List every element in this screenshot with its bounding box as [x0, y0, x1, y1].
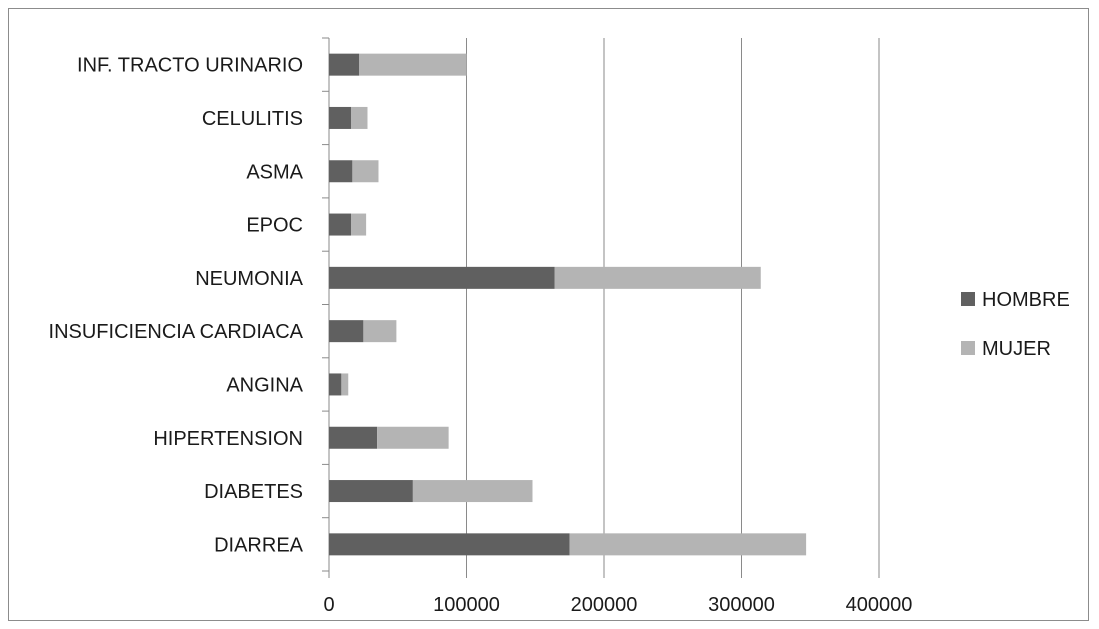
bar-mujer: [351, 213, 367, 236]
x-tick-label: 0: [323, 594, 334, 616]
bar-hombre: [329, 160, 353, 183]
x-tick-label: 100000: [433, 594, 500, 616]
bar-mujer: [412, 480, 533, 503]
bar-hombre: [329, 53, 360, 76]
bar-hombre: [329, 320, 364, 343]
bar-hombre: [329, 480, 413, 503]
bar-mujer: [341, 373, 349, 396]
bar-mujer: [377, 426, 449, 449]
chart-frame: [8, 8, 1089, 621]
category-label: EPOC: [246, 215, 303, 237]
bar-mujer: [554, 266, 761, 289]
bar-hombre: [329, 213, 351, 236]
x-tick-label: 200000: [571, 594, 638, 616]
bar-hombre: [329, 533, 570, 556]
x-tick-label: 300000: [708, 594, 775, 616]
legend-swatch-mujer: [961, 341, 975, 355]
x-tick-label: 400000: [846, 594, 913, 616]
bar-hombre: [329, 266, 555, 289]
bar-hombre: [329, 373, 342, 396]
category-label: HIPERTENSION: [153, 428, 303, 450]
bar-mujer: [351, 106, 368, 129]
legend-swatch-hombre: [961, 292, 975, 306]
category-label: DIARREA: [214, 534, 304, 556]
category-label: ASMA: [246, 161, 303, 183]
category-label: INSUFICIENCIA CARDIACA: [49, 321, 304, 343]
bar-mujer: [352, 160, 379, 183]
category-label: ANGINA: [226, 374, 303, 396]
legend-label-mujer: MUJER: [982, 338, 1051, 360]
category-label: DIABETES: [204, 481, 303, 503]
category-label: INF. TRACTO URINARIO: [77, 55, 303, 77]
legend-label-hombre: HOMBRE: [982, 289, 1070, 311]
bar-mujer: [363, 320, 397, 343]
bar-hombre: [329, 106, 351, 129]
bar-mujer: [569, 533, 807, 556]
bar-mujer: [359, 53, 467, 76]
bar-hombre: [329, 426, 378, 449]
category-label: CELULITIS: [202, 108, 303, 130]
category-label: NEUMONIA: [195, 268, 303, 290]
